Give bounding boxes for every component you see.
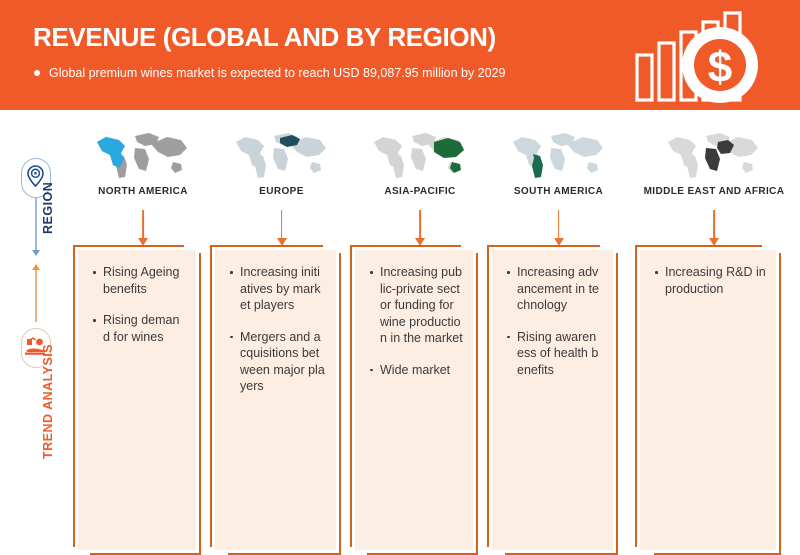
trend-card: Increasing R&D in production [635,245,781,555]
region-name-label: ASIA-PACIFIC [384,186,456,197]
region-name-label: EUROPE [259,186,304,197]
region-axis-label: REGION [41,181,55,234]
page-title: REVENUE (GLOBAL AND BY REGION) [33,22,496,52]
region-name-label: SOUTH AMERICA [513,186,604,197]
trend-icon-container [21,328,51,368]
trend-bullet-list: Rising Ageing benefits Rising demand for … [92,264,186,360]
trend-bullet-item: Increasing initiatives by market players [229,264,326,314]
trend-bullet-item: Increasing public-private sector funding… [369,264,463,347]
down-arrow-icon [709,238,719,246]
trend-card: Increasing initiatives by market players… [210,245,341,555]
trend-analysis-axis-label: TREND ANALYSIS [41,343,55,459]
down-arrow-icon [415,238,425,246]
world-map-north-america-icon [91,128,195,182]
trend-bullet-item: Increasing advancement in technology [506,264,603,314]
trend-bullet-item: Rising awareness of health benefits [506,329,603,379]
location-pin-icon [27,165,44,188]
trend-bullet-list: Increasing public-private sector funding… [369,264,463,393]
region-name-label: NORTH AMERICA [98,186,188,197]
trend-bullet-item: Wide market [369,362,463,379]
world-map-south-america-icon [507,128,611,182]
trend-card: Increasing public-private sector funding… [350,245,478,555]
world-map-europe-icon [230,128,334,182]
connector-stem [280,210,283,240]
left-rail: REGION TREND ANALYSIS [0,110,72,459]
header-subtitle-row: Global premium wines market is expected … [34,66,505,80]
down-arrow-icon [276,238,287,246]
hand-growth-chart-icon [25,337,45,355]
trend-bullet-list: Increasing initiatives by market players… [229,264,326,410]
trend-up-arrow-icon [31,264,40,270]
down-arrow-icon [553,238,564,246]
trend-connector-line [35,270,37,322]
world-map-asia-pacific-icon [368,128,472,182]
trend-card: Increasing advancement in technology Risi… [487,245,618,555]
trend-bullet-list: Increasing advancement in technology Risi… [506,264,603,393]
connector-stem [142,210,144,240]
region-connector-line [35,198,37,250]
bar-chart-dollar-icon: $ [628,8,793,108]
header-subtitle: Global premium wines market is expected … [49,66,506,80]
trend-bullet-item: Rising demand for wines [92,312,186,345]
bullet-dot-icon [34,70,40,76]
svg-text:$: $ [708,43,732,92]
region-name-label: MIDDLE EAST AND AFRICA [643,186,785,197]
world-map-middle-east-africa-icon [662,128,766,182]
region-icon-container [21,158,51,198]
region-down-arrow-icon [31,250,40,256]
connector-stem [713,210,715,240]
trend-bullet-list: Increasing R&D in production [654,264,766,312]
connector-stem [557,210,560,240]
trend-card: Rising Ageing benefits Rising demand for … [73,245,201,555]
trend-bullet-item: Increasing R&D in production [654,264,766,297]
down-arrow-icon [138,238,148,246]
connector-stem [419,210,421,240]
trend-bullet-item: Mergers and acquisitions between major p… [229,329,326,395]
header-banner: REVENUE (GLOBAL AND BY REGION) Global pr… [0,0,800,110]
trend-bullet-item: Rising Ageing benefits [92,264,186,297]
